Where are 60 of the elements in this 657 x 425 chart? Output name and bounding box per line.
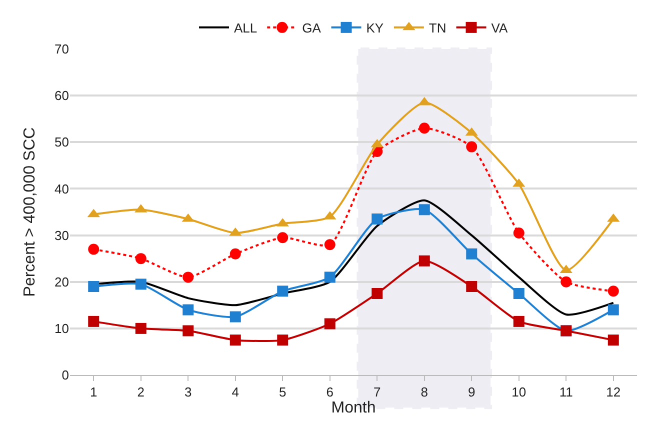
point <box>608 334 619 346</box>
y-tick-label: 30 <box>54 228 69 243</box>
point <box>182 304 194 316</box>
point <box>135 278 146 290</box>
point <box>372 288 383 299</box>
x-tick-label: 5 <box>279 384 286 400</box>
x-tick-label: 4 <box>232 384 239 400</box>
y-tick-label: 40 <box>54 181 69 196</box>
y-axis-title: Percent > 400,000 SCC <box>21 127 38 297</box>
y-tick-label: 10 <box>54 320 69 336</box>
legend-label: VA <box>491 20 508 36</box>
x-tick-label: 6 <box>326 384 334 400</box>
point <box>418 122 430 134</box>
x-tick-label: 10 <box>512 384 526 400</box>
x-tick-label: 12 <box>606 384 621 400</box>
y-tick-label: 60 <box>54 88 69 104</box>
x-tick-label: 8 <box>420 384 428 400</box>
x-tick-label: 11 <box>559 384 573 400</box>
point <box>513 227 524 238</box>
point <box>608 304 619 316</box>
y-tick-label: 50 <box>54 134 69 150</box>
point <box>277 286 288 297</box>
x-tick-label: 9 <box>468 384 476 400</box>
legend-label: KY <box>366 20 384 36</box>
x-axis-title: Month <box>331 400 376 417</box>
point <box>182 272 194 283</box>
point <box>135 322 146 334</box>
point <box>230 311 241 322</box>
legend-label: TN <box>428 20 446 36</box>
x-tick-label: 7 <box>374 384 381 400</box>
point <box>182 325 194 336</box>
point <box>230 248 241 260</box>
point <box>88 244 100 255</box>
point <box>324 239 336 250</box>
point <box>466 281 478 292</box>
x-tick-label: 3 <box>184 384 192 400</box>
point <box>608 286 619 297</box>
point <box>88 281 100 292</box>
point <box>324 272 336 283</box>
point <box>372 213 383 224</box>
legend-label: ALL <box>234 20 258 36</box>
y-tick-label: 20 <box>54 274 69 290</box>
point <box>418 255 430 266</box>
point <box>560 276 572 288</box>
point <box>418 204 430 216</box>
point <box>513 316 524 327</box>
point <box>466 248 478 260</box>
point <box>135 253 146 264</box>
point <box>277 232 288 244</box>
point <box>513 288 524 299</box>
point <box>324 318 336 330</box>
point <box>277 334 288 346</box>
point <box>88 316 100 327</box>
x-tick-label: 1 <box>90 384 98 400</box>
y-tick-label: 70 <box>54 42 69 57</box>
x-tick-label: 2 <box>137 384 144 400</box>
y-tick-label: 0 <box>62 368 69 383</box>
point <box>466 141 478 152</box>
point <box>230 334 241 346</box>
legend-label: GA <box>302 20 322 36</box>
